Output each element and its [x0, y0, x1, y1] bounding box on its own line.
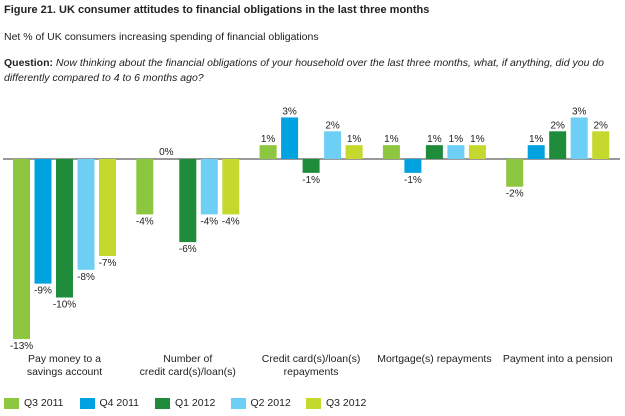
bar: [34, 159, 52, 284]
category-label: savings account: [27, 366, 102, 378]
survey-question: Question: Now thinking about the financi…: [4, 56, 619, 86]
legend-item: Q4 2011: [79, 397, 140, 409]
data-label: 0%: [159, 147, 174, 158]
data-label: 3%: [572, 106, 587, 117]
data-label: 1%: [261, 134, 276, 145]
question-label: Question:: [4, 57, 53, 69]
legend-item: Q3 2012: [306, 397, 366, 409]
bar: [222, 159, 240, 215]
category-label: Credit card(s)/loan(s): [262, 353, 361, 365]
data-label: 1%: [449, 134, 464, 145]
bar: [592, 131, 610, 159]
data-label: 1%: [384, 134, 399, 145]
data-label: -4%: [136, 216, 154, 227]
data-label: 1%: [427, 134, 442, 145]
data-label: 3%: [282, 106, 297, 117]
bar: [549, 131, 567, 159]
bar: [302, 159, 320, 173]
data-label: -4%: [222, 216, 240, 227]
bar: [506, 159, 524, 187]
legend-label: Q3 2012: [326, 397, 367, 409]
bar: [136, 159, 154, 215]
bar: [259, 145, 277, 159]
chart-subtitle: Net % of UK consumers increasing spendin…: [4, 31, 319, 43]
bar: [281, 117, 299, 159]
bar: [13, 159, 30, 340]
legend-label: Q2 2012: [250, 397, 291, 409]
bar: [99, 159, 116, 256]
legend-item: Q2 2012: [230, 397, 291, 409]
bar: [324, 131, 342, 159]
bar: [425, 145, 443, 159]
data-label: -6%: [179, 244, 197, 255]
bar: [404, 159, 422, 173]
legend-swatch: [4, 397, 19, 409]
data-label: 2%: [325, 120, 340, 131]
bar: [56, 159, 73, 298]
bar: [345, 145, 363, 159]
bar: [570, 117, 588, 159]
category-label: Pay money to a: [28, 353, 101, 365]
data-label: 1%: [470, 134, 485, 145]
chart-title: Figure 21. UK consumer attitudes to fina…: [4, 4, 430, 16]
legend-swatch: [79, 397, 95, 409]
bar: [527, 145, 545, 159]
data-label: -8%: [77, 272, 95, 283]
legend-swatch: [155, 397, 170, 409]
category-label: Payment into a pension: [503, 353, 613, 365]
category-label: Mortgage(s) repayments: [377, 353, 491, 365]
category-label: repayments: [284, 366, 339, 378]
bar: [179, 159, 197, 243]
data-label: -1%: [404, 175, 422, 186]
bar: [468, 145, 486, 159]
data-label: -10%: [53, 300, 76, 311]
bar: [200, 159, 218, 215]
data-label: -7%: [99, 258, 117, 269]
data-label: 2%: [550, 120, 565, 131]
legend-item: Q1 2012: [155, 397, 215, 409]
data-label: 2%: [593, 120, 608, 131]
legend-swatch: [230, 397, 246, 409]
legend-label: Q3 2011: [24, 397, 64, 409]
category-label: credit card(s)/loan(s): [140, 366, 236, 378]
data-label: -4%: [200, 216, 218, 227]
bar: [382, 145, 400, 159]
bar: [447, 145, 465, 159]
category-label: Number of: [163, 353, 212, 365]
question-text: Now thinking about the financial obligat…: [4, 57, 605, 84]
bar: [77, 159, 95, 270]
legend-label: Q1 2012: [175, 397, 216, 409]
legend-item: Q3 2011: [4, 397, 64, 409]
legend-label: Q4 2011: [99, 397, 140, 409]
legend-swatch: [306, 397, 321, 409]
data-label: -13%: [10, 341, 33, 352]
data-label: 1%: [347, 134, 362, 145]
data-label: -9%: [34, 286, 52, 297]
data-label: 1%: [529, 134, 544, 145]
data-label: -2%: [506, 189, 524, 200]
data-label: -1%: [302, 175, 320, 186]
